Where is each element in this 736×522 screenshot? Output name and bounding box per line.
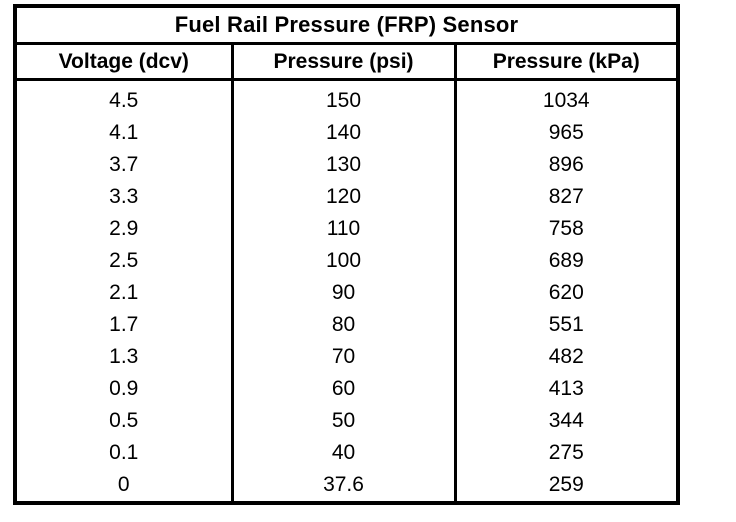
table-cell: 0 [13,469,234,503]
table-cell: 50 [230,405,457,437]
table-row: 4.5 150 1034 [13,79,680,117]
table-cell: 620 [453,277,680,309]
table-cell: 3.3 [13,181,234,213]
table-cell: 965 [453,117,680,149]
table-cell: 1.3 [13,341,234,373]
table-cell: 0.5 [13,405,234,437]
column-header-1: Voltage (dcv) [13,42,234,81]
table-cell: 140 [230,117,457,149]
table-cell: 4.5 [13,79,234,117]
column-header-2: Pressure (psi) [230,42,457,81]
table-cell: 0.1 [13,437,234,469]
table-cell: 2.1 [13,277,234,309]
table-cell: 0.9 [13,373,234,405]
table-cell: 413 [453,373,680,405]
table-row: 4.1 140 965 [13,117,680,149]
table-cell: 40 [230,437,457,469]
table-row: 3.3 120 827 [13,181,680,213]
table-cell: 37.6 [230,469,457,503]
table-cell: 60 [230,373,457,405]
table-cell: 551 [453,309,680,341]
table-row: 2.9 110 758 [13,213,680,245]
header-row: Voltage (dcv) Pressure (psi) Pressure (kPa… [13,42,680,81]
table-title: Fuel Rail Pressure (FRP) Sensor [15,6,679,45]
table-cell: 130 [230,149,457,181]
table-cell: 4.1 [13,117,234,149]
table-row: 0.5 50 344 [13,405,680,437]
table-head: Fuel Rail Pressure (FRP) Sensor Voltage … [13,6,680,81]
table-cell: 896 [453,149,680,181]
table-body: 4.5 150 1034 4.1 140 965 3.7 130 896 3.3 120 827 2.9… [13,79,680,503]
table-row: 1.7 80 551 [13,309,680,341]
table-cell: 259 [453,469,680,503]
table-cell: 1034 [453,79,680,117]
table-cell: 70 [230,341,457,373]
table-cell: 150 [230,79,457,117]
table-cell: 80 [230,309,457,341]
title-row: Fuel Rail Pressure (FRP) Sensor [15,6,679,45]
table-cell: 1.7 [13,309,234,341]
column-header-3: Pressure (kPa) [453,42,680,81]
table-cell: 689 [453,245,680,277]
table-cell: 110 [230,213,457,245]
table-cell: 100 [230,245,457,277]
table-cell: 90 [230,277,457,309]
table-cell: 120 [230,181,457,213]
table-row: 3.7 130 896 [13,149,680,181]
table-row: 0.1 40 275 [13,437,680,469]
table-cell: 827 [453,181,680,213]
table-cell: 2.5 [13,245,234,277]
table-cell: 2.9 [13,213,234,245]
table-row: 0.9 60 413 [13,373,680,405]
table-cell: 275 [453,437,680,469]
table-row: 0 37.6 259 [13,469,680,503]
table-cell: 3.7 [13,149,234,181]
table-cell: 482 [453,341,680,373]
table-row: 2.1 90 620 [13,277,680,309]
table-cell: 758 [453,213,680,245]
table-row: 2.5 100 689 [13,245,680,277]
frp-sensor-table: Fuel Rail Pressure (FRP) Sensor Voltage … [13,4,681,505]
table-cell: 344 [453,405,680,437]
table-row: 1.3 70 482 [13,341,680,373]
